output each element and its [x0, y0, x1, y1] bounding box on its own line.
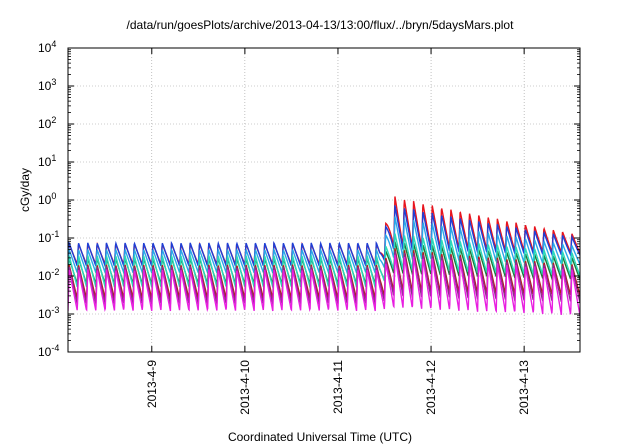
x-tick-label: 2013-4-11 — [331, 360, 345, 414]
chart-title: /data/run/goesPlots/archive/2013-04-13/1… — [126, 18, 514, 32]
y-tick-label: 102 — [38, 115, 56, 131]
y-tick-label: 101 — [38, 153, 56, 169]
x-tick-label: 2013-4-12 — [424, 360, 438, 415]
series-line-6 — [68, 248, 580, 300]
series-line-7 — [68, 251, 580, 306]
x-tick-label: 2013-4-13 — [517, 360, 531, 415]
y-tick-label: 10-4 — [38, 343, 59, 359]
y-tick-label: 104 — [38, 39, 56, 55]
x-axis-label: Coordinated Universal Time (UTC) — [227, 430, 413, 444]
y-tick-label: 10-1 — [38, 229, 59, 245]
series-line-3 — [68, 216, 580, 276]
series-line-5 — [68, 233, 580, 289]
series-line-8 — [68, 254, 580, 316]
y-tick-label: 10-3 — [38, 305, 59, 321]
x-tick-label: 2013-4-9 — [145, 360, 159, 408]
y-tick-label: 100 — [38, 191, 56, 207]
x-tick-label: 2013-4-10 — [238, 360, 252, 415]
y-tick-label: 103 — [38, 77, 56, 93]
series-line-2 — [68, 205, 580, 269]
y-tick-label: 10-2 — [38, 267, 59, 283]
